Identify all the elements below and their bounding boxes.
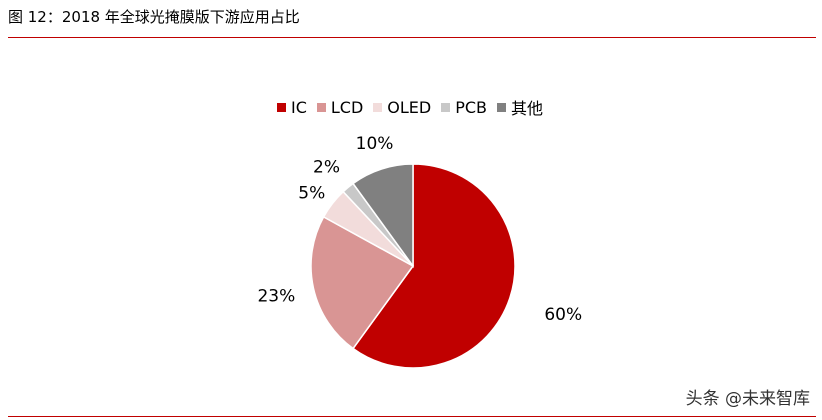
legend-label: 其他 xyxy=(511,99,544,118)
bottom-rule xyxy=(8,416,816,417)
legend-label: LCD xyxy=(330,97,364,117)
legend-label: IC xyxy=(291,97,307,117)
pie-slice-其他 xyxy=(351,163,414,269)
watermark-text: 头条 @未来智库 xyxy=(685,389,810,409)
legend-label: OLED xyxy=(387,97,432,117)
pie-slice-ic xyxy=(351,163,516,369)
data-label: 23% xyxy=(257,287,295,307)
legend-swatch xyxy=(316,102,326,112)
figure-title: 图 12：2018 年全球光掩膜版下游应用占比 xyxy=(8,8,300,26)
chart-legend: IC LCD OLED PCB 其他 xyxy=(277,96,553,118)
legend-swatch xyxy=(373,102,383,112)
legend-swatch xyxy=(277,102,286,112)
data-label: 2% xyxy=(313,158,340,178)
legend-item: 其他 xyxy=(497,95,543,119)
legend-item: PCB xyxy=(441,98,487,117)
top-rule xyxy=(8,37,816,38)
data-label: 60% xyxy=(544,305,582,325)
legend-item: OLED xyxy=(373,98,431,117)
legend-item: IC xyxy=(277,98,307,117)
legend-swatch xyxy=(441,102,451,112)
legend-item: LCD xyxy=(316,97,364,117)
legend-label: PCB xyxy=(455,97,488,117)
pie-slice-lcd xyxy=(310,215,415,350)
legend-swatch xyxy=(497,102,507,112)
data-label: 10% xyxy=(356,134,394,154)
data-label: 5% xyxy=(298,184,325,204)
